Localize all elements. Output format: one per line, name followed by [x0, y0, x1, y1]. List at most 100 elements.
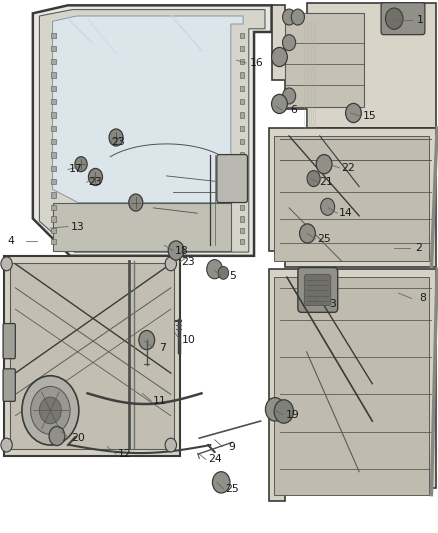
Bar — [240, 216, 244, 222]
Text: 1: 1 — [417, 15, 424, 25]
Circle shape — [168, 241, 184, 260]
Text: 9: 9 — [229, 442, 236, 451]
Bar — [240, 228, 244, 233]
Bar — [51, 112, 56, 118]
Bar — [51, 192, 56, 198]
Text: 25: 25 — [317, 234, 331, 244]
Circle shape — [1, 438, 12, 452]
Circle shape — [139, 330, 155, 350]
Bar — [51, 99, 56, 104]
FancyBboxPatch shape — [381, 3, 425, 35]
Circle shape — [321, 198, 335, 215]
Circle shape — [272, 94, 287, 114]
Circle shape — [300, 224, 315, 243]
Bar — [51, 216, 56, 222]
Bar — [51, 72, 56, 78]
Text: 12: 12 — [118, 449, 132, 459]
FancyBboxPatch shape — [217, 155, 247, 203]
Circle shape — [31, 386, 70, 434]
Bar — [51, 33, 56, 38]
Polygon shape — [272, 3, 436, 128]
Circle shape — [165, 257, 177, 271]
Circle shape — [274, 400, 293, 423]
Text: 23: 23 — [181, 257, 195, 267]
Text: 20: 20 — [71, 433, 85, 443]
Bar — [240, 59, 244, 64]
Circle shape — [307, 171, 320, 187]
Text: 16: 16 — [249, 58, 263, 68]
Circle shape — [272, 47, 287, 67]
Bar — [51, 46, 56, 51]
Text: 8: 8 — [419, 294, 426, 303]
Bar — [240, 166, 244, 171]
Bar — [240, 86, 244, 91]
Bar — [51, 228, 56, 233]
FancyBboxPatch shape — [3, 324, 15, 359]
Bar — [240, 46, 244, 51]
Text: 19: 19 — [286, 410, 300, 419]
Circle shape — [385, 8, 403, 29]
Bar — [51, 152, 56, 158]
Bar — [240, 179, 244, 184]
FancyBboxPatch shape — [3, 369, 15, 401]
Text: 2: 2 — [415, 243, 422, 253]
Bar — [51, 126, 56, 131]
Circle shape — [283, 88, 296, 104]
Text: 21: 21 — [319, 177, 333, 187]
Polygon shape — [39, 10, 265, 252]
Bar — [240, 72, 244, 78]
Text: 23: 23 — [111, 138, 125, 147]
Circle shape — [109, 129, 123, 146]
Circle shape — [265, 398, 285, 421]
Polygon shape — [269, 128, 436, 266]
Bar — [240, 239, 244, 244]
Bar — [10, 263, 174, 449]
Bar — [240, 33, 244, 38]
Text: 24: 24 — [208, 455, 222, 464]
Text: 13: 13 — [71, 222, 85, 231]
Circle shape — [346, 103, 361, 123]
Polygon shape — [269, 269, 436, 501]
Circle shape — [39, 397, 61, 424]
Circle shape — [283, 9, 296, 25]
Circle shape — [22, 376, 79, 445]
Text: 14: 14 — [339, 208, 353, 218]
Bar — [51, 179, 56, 184]
Text: 6: 6 — [290, 106, 297, 115]
FancyBboxPatch shape — [304, 274, 331, 305]
Text: 15: 15 — [363, 111, 377, 121]
Bar — [51, 139, 56, 144]
Circle shape — [291, 9, 304, 25]
Bar — [240, 152, 244, 158]
Circle shape — [316, 155, 332, 174]
Circle shape — [1, 257, 12, 271]
Circle shape — [218, 266, 229, 279]
Circle shape — [207, 260, 223, 279]
Bar — [240, 192, 244, 198]
Polygon shape — [53, 16, 243, 203]
Text: 7: 7 — [159, 343, 166, 352]
Bar — [51, 86, 56, 91]
FancyBboxPatch shape — [298, 268, 338, 312]
Text: 18: 18 — [175, 246, 189, 255]
Circle shape — [75, 157, 87, 172]
Bar — [240, 112, 244, 118]
Bar — [240, 126, 244, 131]
Circle shape — [49, 426, 65, 446]
Bar — [51, 59, 56, 64]
Bar — [274, 136, 429, 261]
Circle shape — [165, 438, 177, 452]
Bar — [51, 239, 56, 244]
Circle shape — [88, 168, 102, 185]
Bar — [285, 13, 364, 107]
Circle shape — [129, 194, 143, 211]
Bar — [240, 99, 244, 104]
Bar — [51, 205, 56, 210]
Bar — [51, 166, 56, 171]
Text: 3: 3 — [329, 299, 336, 309]
Text: 5: 5 — [229, 271, 236, 281]
Text: 22: 22 — [341, 163, 355, 173]
Polygon shape — [53, 203, 231, 251]
Circle shape — [212, 472, 230, 493]
Polygon shape — [33, 5, 272, 256]
